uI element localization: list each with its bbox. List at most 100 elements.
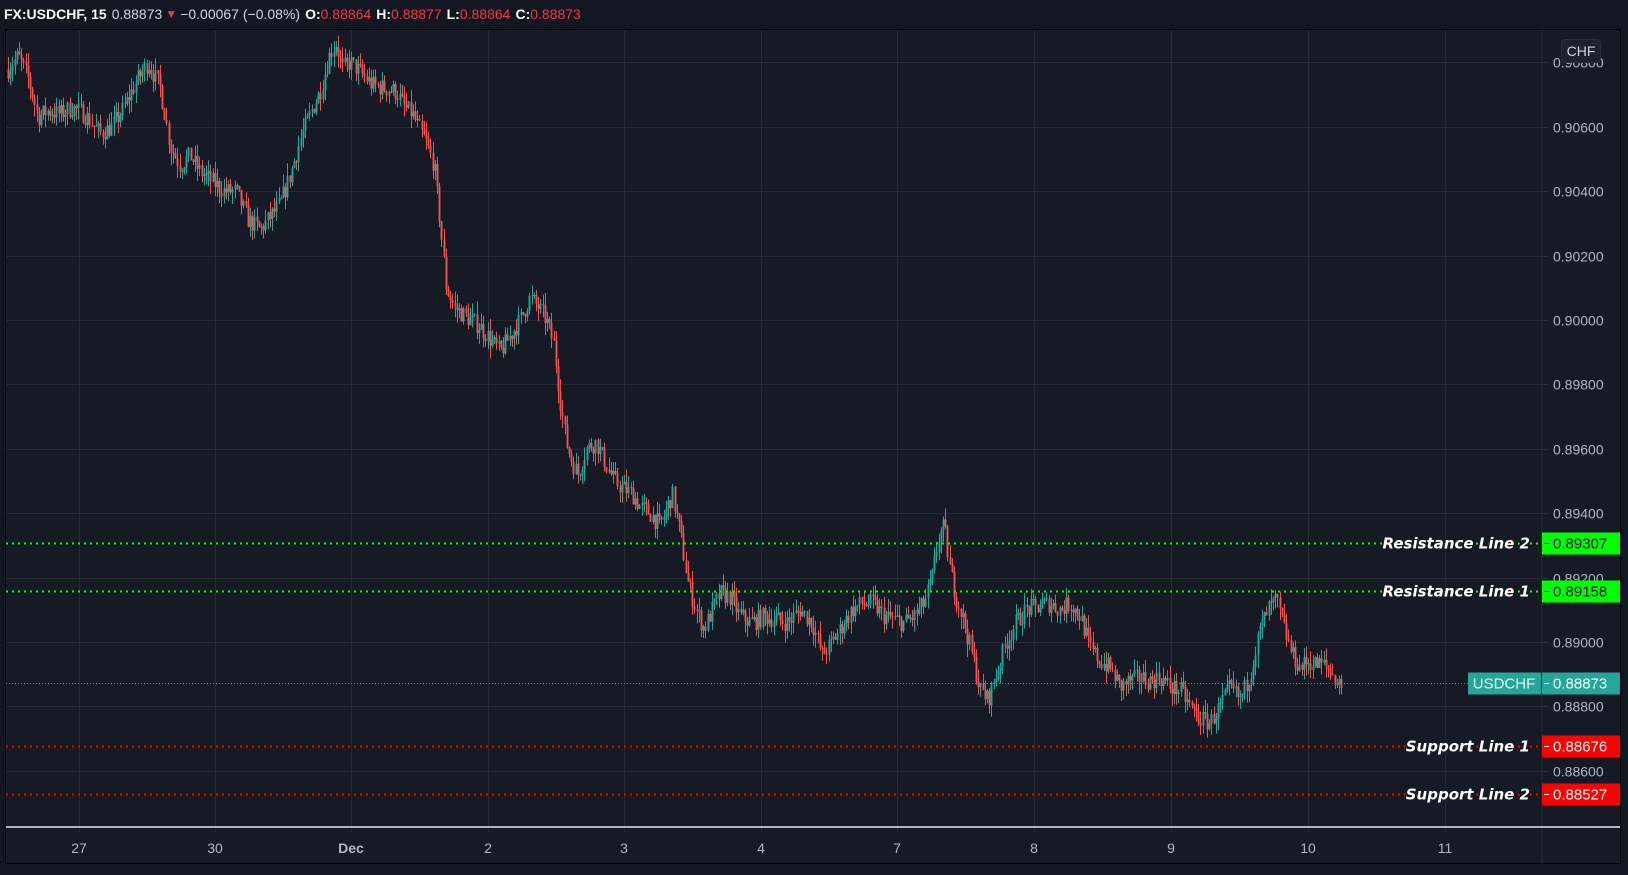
candle-body	[737, 608, 740, 613]
candle-body	[557, 366, 560, 392]
candle-body	[953, 571, 956, 598]
candle-body	[1294, 647, 1297, 668]
candle-body	[267, 212, 270, 221]
candle-body	[1138, 669, 1141, 682]
candle-body	[784, 624, 787, 632]
candle-body	[339, 56, 342, 58]
time-axis[interactable]: 27 30 Dec 2 3 4 7 8 9 10 11	[71, 840, 1452, 856]
chart-frame	[5, 29, 1621, 864]
candle-body	[900, 617, 903, 632]
candle-body	[110, 123, 113, 136]
candle-body	[1056, 611, 1059, 616]
horizontal-lines[interactable]: Resistance Line 2 Resistance Line 1 Suppor…	[6, 533, 1542, 805]
candle-body	[632, 487, 635, 505]
price-tick-label: 0.90400	[1553, 184, 1604, 200]
symbol-title[interactable]: FX:USDCHF, 15	[4, 6, 107, 22]
candle-body	[1186, 699, 1189, 702]
candle-body	[1004, 644, 1007, 646]
candle-body	[1263, 612, 1266, 620]
candle-body	[927, 584, 930, 599]
candle-body	[594, 439, 597, 454]
candle-body	[1195, 708, 1198, 712]
currency-badge[interactable]: CHF	[1561, 39, 1601, 63]
candle-body	[603, 447, 606, 468]
candle-body	[1171, 688, 1174, 694]
candle-body	[955, 597, 958, 608]
candle-body	[506, 334, 509, 341]
candle-body	[480, 323, 483, 330]
candle-body	[834, 637, 837, 640]
candle-body	[407, 101, 410, 108]
candle-body	[443, 239, 446, 257]
candle-body	[465, 308, 468, 314]
candle-body	[282, 186, 285, 198]
candle-body	[152, 73, 155, 82]
candle-body	[1162, 677, 1165, 687]
candle-body	[1281, 607, 1284, 616]
candle-body	[542, 304, 545, 306]
candle-body	[383, 80, 386, 92]
candlestick-series[interactable]	[7, 35, 1343, 738]
candle-body	[667, 500, 670, 509]
date-tick-label: 30	[207, 840, 223, 856]
candle-body	[64, 114, 67, 118]
candle-body	[1307, 663, 1310, 665]
candle-body	[942, 519, 945, 532]
candle-body	[150, 69, 153, 74]
candle-body	[249, 215, 252, 228]
price-axis[interactable]: 0.908000.906000.904000.902000.900000.898…	[1542, 55, 1604, 780]
candle-body	[275, 201, 278, 212]
candle-body	[674, 486, 677, 512]
candle-body	[487, 331, 490, 342]
candle-body	[669, 500, 672, 509]
candle-body	[504, 334, 507, 354]
candle-body	[1331, 673, 1334, 676]
candle-body	[1030, 599, 1033, 615]
candle-body	[388, 91, 391, 96]
candle-body	[799, 611, 802, 617]
candle-body	[1059, 607, 1062, 616]
candle-body	[478, 329, 481, 334]
candle-body	[341, 57, 344, 63]
candle-body	[770, 619, 773, 628]
candle-body	[685, 560, 688, 573]
candle-body	[1147, 684, 1150, 690]
candle-body	[278, 198, 281, 202]
candle-body	[1054, 602, 1057, 612]
candle-body	[874, 596, 877, 600]
candle-body	[570, 453, 573, 462]
candle-body	[841, 623, 844, 634]
candle-body	[115, 111, 118, 117]
candle-body	[572, 461, 575, 475]
candle-body	[357, 63, 360, 74]
symbol-tag-label: USDCHF	[1473, 676, 1536, 693]
candle-body	[1026, 604, 1029, 607]
candle-body	[588, 443, 591, 448]
candle-body	[821, 647, 824, 649]
candle-body	[1226, 684, 1229, 690]
candle-body	[566, 424, 569, 448]
candle-body	[1111, 668, 1114, 670]
resistance-price-tag	[1542, 580, 1620, 603]
candle-body	[575, 463, 578, 475]
high-key: H:	[376, 6, 392, 22]
date-tick-label: 9	[1167, 840, 1175, 856]
candle-body	[236, 184, 239, 186]
candle-body	[1276, 594, 1279, 598]
candle-body	[135, 82, 138, 94]
candle-body	[814, 632, 817, 636]
date-tick-label: 8	[1030, 840, 1038, 856]
candle-body	[707, 613, 710, 631]
resistance-line-label: Resistance Line 1	[1383, 583, 1530, 601]
date-tick-label: Dec	[338, 840, 364, 856]
candle-body	[869, 594, 872, 605]
candle-body	[333, 51, 336, 57]
candle-body	[1292, 647, 1295, 652]
candle-body	[324, 74, 327, 91]
low-key: L:	[446, 6, 460, 22]
candle-body	[643, 502, 646, 504]
candle-body	[1001, 644, 1004, 667]
candle-body	[1252, 667, 1255, 680]
close-key: C:	[515, 6, 531, 22]
